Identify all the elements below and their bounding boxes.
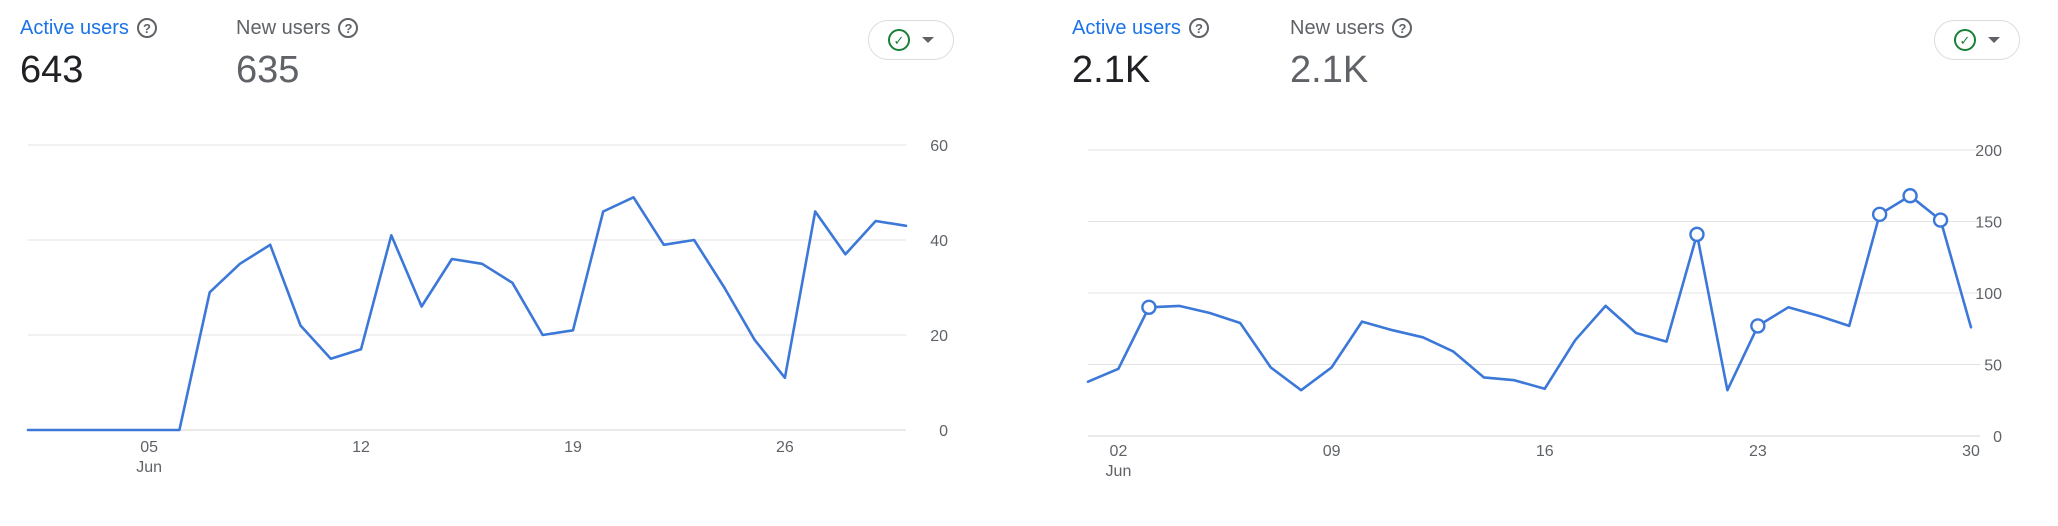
new-users-value: 2.1K [1290, 49, 1369, 91]
active-users-metric[interactable]: Active users ? 2.1K [1072, 14, 1209, 92]
active-users-label: Active users [20, 17, 129, 39]
x-tick-label: 09 [1323, 443, 1341, 460]
help-icon[interactable]: ? [136, 18, 157, 38]
compare-dropdown-button[interactable]: ✓ [868, 20, 954, 60]
x-tick-label: 23 [1749, 443, 1767, 460]
x-tick-label: 16 [1536, 443, 1554, 460]
caret-down-icon [1988, 37, 2000, 43]
x-tick-label: 19 [564, 439, 582, 456]
check-circle-icon: ✓ [888, 29, 910, 51]
x-tick-label: 12 [352, 439, 370, 456]
new-users-label: New users [1290, 17, 1385, 39]
y-tick-label: 40 [930, 233, 948, 250]
chart-panel-left: Active users ? 643 New users ? 635 ✓ 0 20… [0, 0, 1000, 526]
x-tick-label: 02 [1110, 443, 1128, 460]
help-icon[interactable]: ? [1188, 18, 1209, 38]
active-users-label: Active users [1072, 17, 1181, 39]
y-tick-label: 60 [930, 138, 948, 155]
new-users-metric[interactable]: New users ? 2.1K [1290, 14, 1413, 92]
data-point[interactable] [1902, 188, 1918, 204]
x-tick-label: 26 [776, 439, 794, 456]
line-chart-left: 0 20 40 60 05 Jun 12 19 26 [26, 138, 948, 476]
caret-down-icon [922, 37, 934, 43]
line-chart-right: 0 50 100 150 200 02 Jun 09 16 23 30 [1086, 143, 2002, 480]
active-users-value: 2.1K [1072, 49, 1151, 91]
y-tick-label: 0 [939, 423, 948, 440]
y-tick-label: 50 [1984, 358, 2002, 375]
series-line [26, 196, 908, 432]
data-point[interactable] [1871, 206, 1888, 223]
data-point[interactable] [1689, 226, 1705, 243]
y-tick-label: 200 [1975, 143, 2002, 160]
active-users-label-row: Active users ? [1072, 14, 1209, 42]
data-point[interactable] [1750, 318, 1766, 334]
x-tick-label: 30 [1962, 443, 1980, 460]
x-tick-sublabel: Jun [136, 459, 162, 476]
active-users-label-row: Active users ? [20, 14, 157, 42]
check-circle-icon: ✓ [1954, 29, 1976, 51]
y-tick-label: 150 [1975, 215, 2002, 232]
chart-panel-right: Active users ? 2.1K New users ? 2.1K ✓ 0… [1060, 0, 2058, 526]
data-point[interactable] [1141, 299, 1157, 315]
x-tick-label: 05 [140, 439, 158, 456]
x-tick-sublabel: Jun [1106, 463, 1132, 480]
y-tick-label: 0 [1993, 429, 2002, 446]
new-users-label: New users [236, 17, 331, 39]
y-tick-label: 100 [1975, 286, 2002, 303]
new-users-label-row: New users ? [1290, 14, 1413, 42]
new-users-metric[interactable]: New users ? 635 [236, 14, 359, 92]
active-users-value: 643 [20, 49, 84, 91]
help-icon[interactable]: ? [1392, 18, 1413, 38]
new-users-value: 635 [236, 49, 300, 91]
active-users-metric[interactable]: Active users ? 643 [20, 14, 157, 92]
new-users-label-row: New users ? [236, 14, 359, 42]
y-tick-label: 20 [930, 328, 948, 345]
help-icon[interactable]: ? [338, 18, 359, 38]
series-line [1086, 194, 1973, 392]
compare-dropdown-button[interactable]: ✓ [1934, 20, 2020, 60]
data-point[interactable] [1932, 212, 1949, 228]
